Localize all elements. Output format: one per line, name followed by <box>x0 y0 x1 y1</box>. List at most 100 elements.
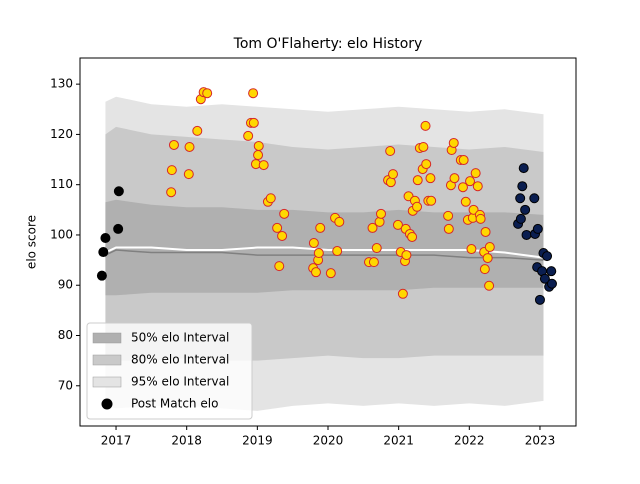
elo-point <box>421 159 432 170</box>
x-tick-label: 2019 <box>242 434 273 448</box>
elo-point <box>248 88 259 99</box>
elo-point <box>425 173 436 184</box>
elo-point <box>248 117 259 128</box>
elo-point <box>518 163 529 174</box>
elo-point <box>539 273 550 284</box>
elo-point <box>388 169 399 180</box>
y-tick-label: 110 <box>50 177 73 191</box>
elo-point <box>412 201 423 212</box>
elo-point <box>529 193 540 204</box>
elo-point <box>426 195 437 206</box>
elo-point <box>515 213 526 224</box>
elo-point <box>325 268 336 279</box>
elo-point <box>515 193 526 204</box>
elo-point <box>484 280 495 291</box>
elo-point <box>392 219 403 230</box>
y-tick-label: 90 <box>58 278 73 292</box>
y-tick-label: 70 <box>58 378 73 392</box>
elo-point <box>265 193 276 204</box>
elo-point <box>332 246 343 257</box>
elo-point <box>313 248 324 259</box>
elo-point <box>482 253 493 264</box>
elo-point <box>258 160 269 171</box>
elo-point <box>457 182 468 193</box>
elo-point <box>521 229 532 240</box>
x-tick-label: 2018 <box>171 434 202 448</box>
legend-label: 95% elo Interval <box>131 375 229 389</box>
elo-point <box>460 196 471 207</box>
elo-point <box>308 238 319 249</box>
x-tick-label: 2022 <box>454 434 485 448</box>
elo-point <box>443 210 454 221</box>
x-tick-label: 2021 <box>383 434 414 448</box>
x-tick-label: 2023 <box>525 434 556 448</box>
elo-point <box>465 176 476 187</box>
elo-point <box>472 181 483 192</box>
elo-point <box>466 244 477 255</box>
elo-point <box>272 222 283 233</box>
y-tick-label: 130 <box>50 77 73 91</box>
y-axis-label: elo score <box>25 215 39 269</box>
elo-line <box>105 249 544 261</box>
elo-point <box>385 177 396 188</box>
elo-point <box>520 204 531 215</box>
elo-point <box>183 169 194 180</box>
elo-point <box>480 226 491 237</box>
elo-point <box>166 187 177 198</box>
legend-label: 80% elo Interval <box>131 353 229 367</box>
elo-point <box>277 230 288 241</box>
elo-point <box>517 181 528 192</box>
elo-point <box>166 165 177 176</box>
elo-point <box>184 141 195 152</box>
elo-point <box>371 243 382 254</box>
legend-box <box>86 322 253 420</box>
y-tick-label: 100 <box>50 227 73 241</box>
elo-point <box>534 294 545 305</box>
legend-label: Post Match elo <box>131 397 218 411</box>
elo-point <box>192 125 203 136</box>
elo-point <box>401 250 412 261</box>
elo-point <box>168 139 179 150</box>
elo-point <box>458 155 469 166</box>
elo-point <box>546 266 557 277</box>
elo-point <box>443 223 454 234</box>
elo-point <box>368 257 379 268</box>
legend-label: 50% elo Interval <box>131 331 229 345</box>
elo-point <box>202 88 213 99</box>
elo-point <box>113 186 124 197</box>
legend-swatch <box>92 332 122 344</box>
elo-point <box>113 223 124 234</box>
elo-point <box>315 222 326 233</box>
elo-point <box>484 242 495 253</box>
y-tick-label: 120 <box>50 127 73 141</box>
elo-point <box>546 278 557 289</box>
elo-point <box>274 261 285 272</box>
y-tick-label: 80 <box>58 328 73 342</box>
elo-point <box>412 175 423 186</box>
elo-point <box>100 232 111 243</box>
legend-swatch <box>92 376 122 388</box>
elo-point <box>470 168 481 179</box>
elo-point <box>253 140 264 151</box>
elo-point <box>449 173 460 184</box>
chart-title: Tom O'Flaherty: elo History <box>233 36 423 52</box>
elo-point <box>475 213 486 224</box>
elo-point <box>542 251 553 262</box>
elo-point <box>375 208 386 219</box>
legend-marker <box>101 398 113 410</box>
elo-point <box>279 208 290 219</box>
legend: 50% elo Interval 80% elo Interval 95% elo … <box>86 322 253 420</box>
elo-point <box>420 120 431 131</box>
x-tick-label: 2017 <box>101 434 132 448</box>
elo-point <box>532 223 543 234</box>
elo-point <box>98 247 109 258</box>
x-tick-label: 2020 <box>313 434 344 448</box>
elo-point <box>374 216 385 227</box>
elo-point <box>243 130 254 141</box>
elo-point <box>418 141 429 152</box>
elo-point <box>407 231 418 242</box>
elo-line <box>105 246 544 259</box>
elo-point <box>310 267 321 278</box>
elo-point <box>397 288 408 299</box>
